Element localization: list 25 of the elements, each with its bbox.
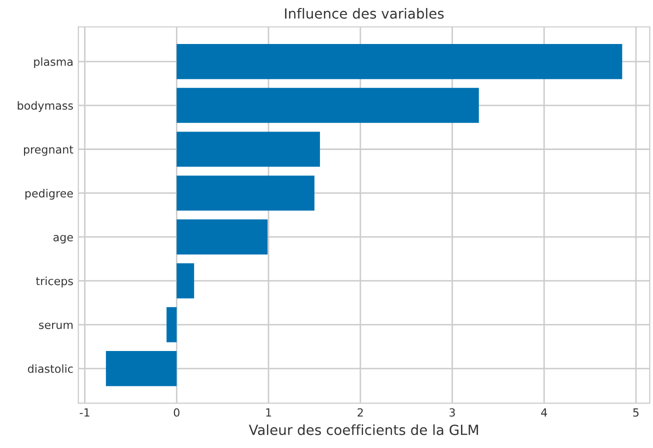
- x-tick-label: 2: [358, 408, 363, 417]
- y-tick-label: diastolic: [28, 364, 73, 373]
- bar: [106, 351, 177, 386]
- y-tick-label: pedigree: [25, 188, 73, 200]
- y-tick-label: serum: [39, 322, 73, 330]
- y-tick-label: bodymass: [18, 101, 73, 112]
- bar: [176, 132, 320, 167]
- x-tick-label: 3: [450, 408, 455, 417]
- y-tick-label: plasma: [34, 57, 72, 68]
- x-tick-label: -1: [80, 408, 90, 417]
- bar: [176, 263, 194, 298]
- chart-title: Influence des variables: [285, 8, 444, 19]
- x-tick-label: 1: [266, 408, 272, 417]
- y-tick-label: age: [53, 234, 73, 244]
- x-tick-label: 0: [174, 408, 180, 417]
- bar: [176, 176, 314, 211]
- y-tick-label: pregnant: [24, 146, 74, 156]
- x-tick-label: 4: [541, 408, 548, 417]
- x-tick-label: 5: [633, 408, 639, 417]
- bar: [176, 44, 622, 80]
- x-axis-title: Valeur des coefficients de la GLM: [248, 424, 478, 436]
- bar: [176, 219, 268, 255]
- bar: [166, 307, 177, 342]
- y-tick-label: triceps: [36, 276, 73, 288]
- bar: [176, 88, 479, 123]
